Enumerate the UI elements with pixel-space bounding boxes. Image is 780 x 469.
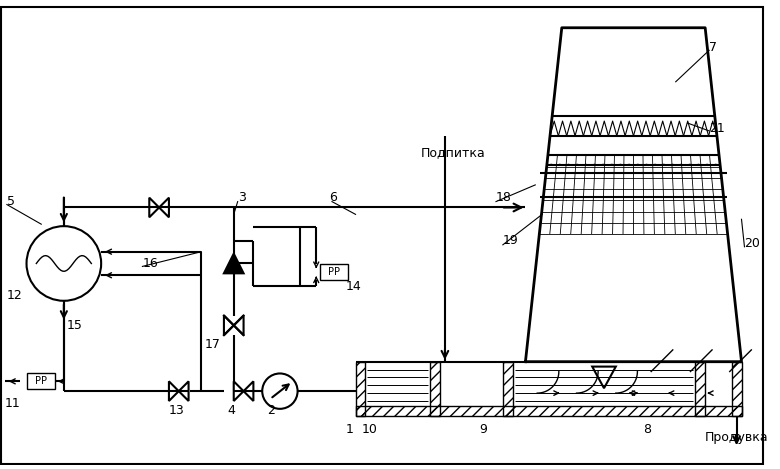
Text: 3: 3 (238, 191, 246, 204)
Circle shape (27, 226, 101, 301)
Text: 15: 15 (67, 319, 83, 332)
Polygon shape (243, 381, 254, 401)
Bar (431, 362, 440, 416)
Text: 13: 13 (169, 404, 185, 417)
Polygon shape (234, 381, 243, 401)
Polygon shape (224, 254, 243, 273)
Text: 19: 19 (503, 234, 519, 247)
Polygon shape (234, 316, 243, 335)
Text: 1: 1 (346, 423, 353, 436)
Bar (503, 362, 512, 416)
Polygon shape (224, 316, 234, 335)
Text: 14: 14 (346, 280, 361, 293)
Polygon shape (159, 197, 169, 217)
Text: 7: 7 (709, 41, 717, 54)
Text: 4: 4 (228, 404, 236, 417)
Text: 21: 21 (709, 122, 725, 136)
Text: 16: 16 (143, 257, 158, 270)
Bar (732, 362, 742, 416)
Text: 11: 11 (5, 397, 20, 410)
Text: 20: 20 (744, 237, 760, 250)
Circle shape (262, 373, 298, 409)
Bar (356, 362, 365, 416)
Text: Подпитка: Подпитка (420, 146, 485, 159)
Text: 5: 5 (7, 195, 15, 208)
Text: Продувка: Продувка (705, 431, 769, 444)
Polygon shape (179, 381, 189, 401)
Polygon shape (169, 381, 179, 401)
Text: 17: 17 (204, 339, 220, 351)
Text: 6: 6 (329, 191, 337, 204)
Text: 9: 9 (479, 423, 488, 436)
Text: 12: 12 (7, 289, 23, 303)
Text: 10: 10 (361, 423, 378, 436)
Text: РР: РР (35, 376, 48, 386)
Text: 2: 2 (267, 404, 275, 417)
Bar (320, 265, 348, 280)
Text: РР: РР (328, 267, 340, 277)
Bar (356, 406, 742, 416)
Bar (695, 362, 705, 416)
Text: 8: 8 (644, 423, 651, 436)
Text: 18: 18 (496, 191, 512, 204)
Bar (27, 373, 55, 389)
Polygon shape (149, 197, 159, 217)
